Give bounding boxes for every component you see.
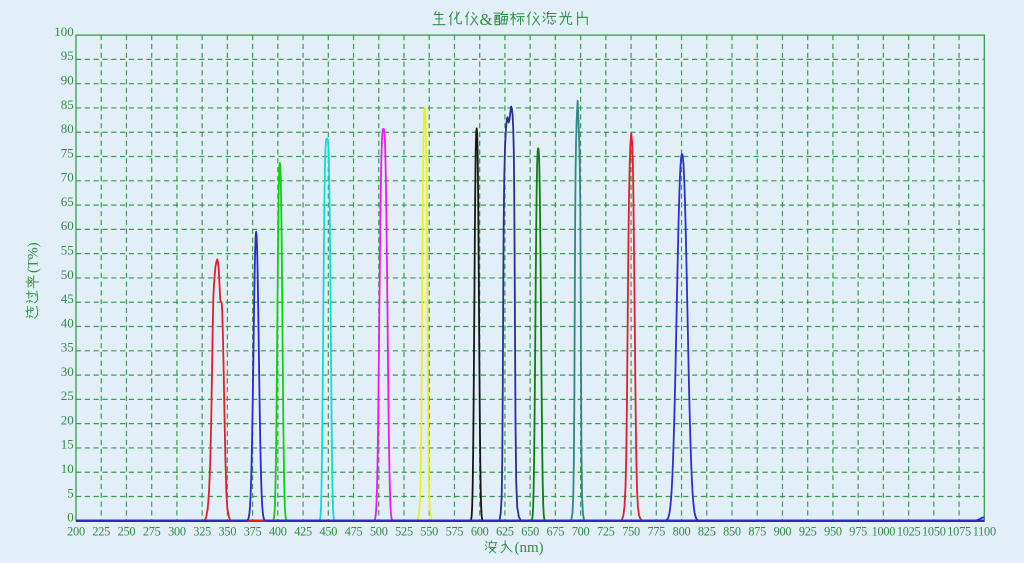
- svg-text:50: 50: [61, 267, 74, 282]
- svg-text:30: 30: [61, 364, 74, 379]
- svg-text:40: 40: [61, 315, 74, 330]
- svg-text:475: 475: [345, 525, 363, 539]
- svg-text:1000: 1000: [872, 525, 896, 539]
- svg-text:850: 850: [723, 525, 741, 539]
- svg-text:1050: 1050: [922, 525, 946, 539]
- svg-text:725: 725: [597, 525, 615, 539]
- svg-text:200: 200: [67, 525, 85, 539]
- svg-text:350: 350: [219, 525, 237, 539]
- svg-text:400: 400: [269, 525, 287, 539]
- svg-text:1075: 1075: [947, 525, 971, 539]
- svg-text:875: 875: [748, 525, 766, 539]
- svg-text:250: 250: [118, 525, 136, 539]
- svg-text:800: 800: [673, 525, 691, 539]
- svg-text:425: 425: [294, 525, 312, 539]
- svg-text:90: 90: [61, 72, 74, 87]
- svg-text:80: 80: [61, 121, 74, 136]
- svg-text:600: 600: [471, 525, 489, 539]
- svg-text:(nm): (nm): [515, 540, 544, 556]
- svg-text:85: 85: [61, 97, 74, 112]
- svg-text:70: 70: [61, 170, 74, 185]
- svg-text:300: 300: [168, 525, 186, 539]
- svg-text:275: 275: [143, 525, 161, 539]
- svg-text:&: &: [480, 10, 493, 29]
- svg-text:25: 25: [61, 388, 74, 403]
- svg-text:550: 550: [420, 525, 438, 539]
- svg-text:75: 75: [61, 145, 74, 160]
- svg-text:825: 825: [698, 525, 716, 539]
- svg-text:5: 5: [67, 485, 74, 500]
- svg-text:35: 35: [61, 340, 74, 355]
- svg-text:65: 65: [61, 194, 74, 209]
- svg-text:225: 225: [92, 525, 110, 539]
- svg-text:925: 925: [799, 525, 817, 539]
- svg-text:650: 650: [521, 525, 539, 539]
- svg-text:450: 450: [319, 525, 337, 539]
- svg-text:900: 900: [774, 525, 792, 539]
- svg-text:525: 525: [395, 525, 413, 539]
- svg-text:1100: 1100: [973, 525, 996, 539]
- svg-text:575: 575: [446, 525, 464, 539]
- svg-text:15: 15: [61, 437, 74, 452]
- svg-text:0: 0: [67, 510, 74, 525]
- svg-text:45: 45: [61, 291, 74, 306]
- svg-text:675: 675: [547, 525, 565, 539]
- svg-text:325: 325: [193, 525, 211, 539]
- svg-text:375: 375: [244, 525, 262, 539]
- svg-text:100: 100: [54, 24, 74, 39]
- svg-text:700: 700: [572, 525, 590, 539]
- svg-text:(T%): (T%): [26, 242, 42, 273]
- svg-text:775: 775: [647, 525, 665, 539]
- svg-text:60: 60: [61, 218, 74, 233]
- svg-text:625: 625: [496, 525, 514, 539]
- svg-text:1025: 1025: [897, 525, 921, 539]
- svg-text:975: 975: [849, 525, 867, 539]
- svg-text:10: 10: [61, 461, 74, 476]
- svg-text:750: 750: [622, 525, 640, 539]
- svg-text:95: 95: [61, 48, 74, 63]
- svg-text:500: 500: [370, 525, 388, 539]
- svg-text:950: 950: [824, 525, 842, 539]
- svg-text:20: 20: [61, 412, 74, 427]
- svg-text:55: 55: [61, 242, 74, 257]
